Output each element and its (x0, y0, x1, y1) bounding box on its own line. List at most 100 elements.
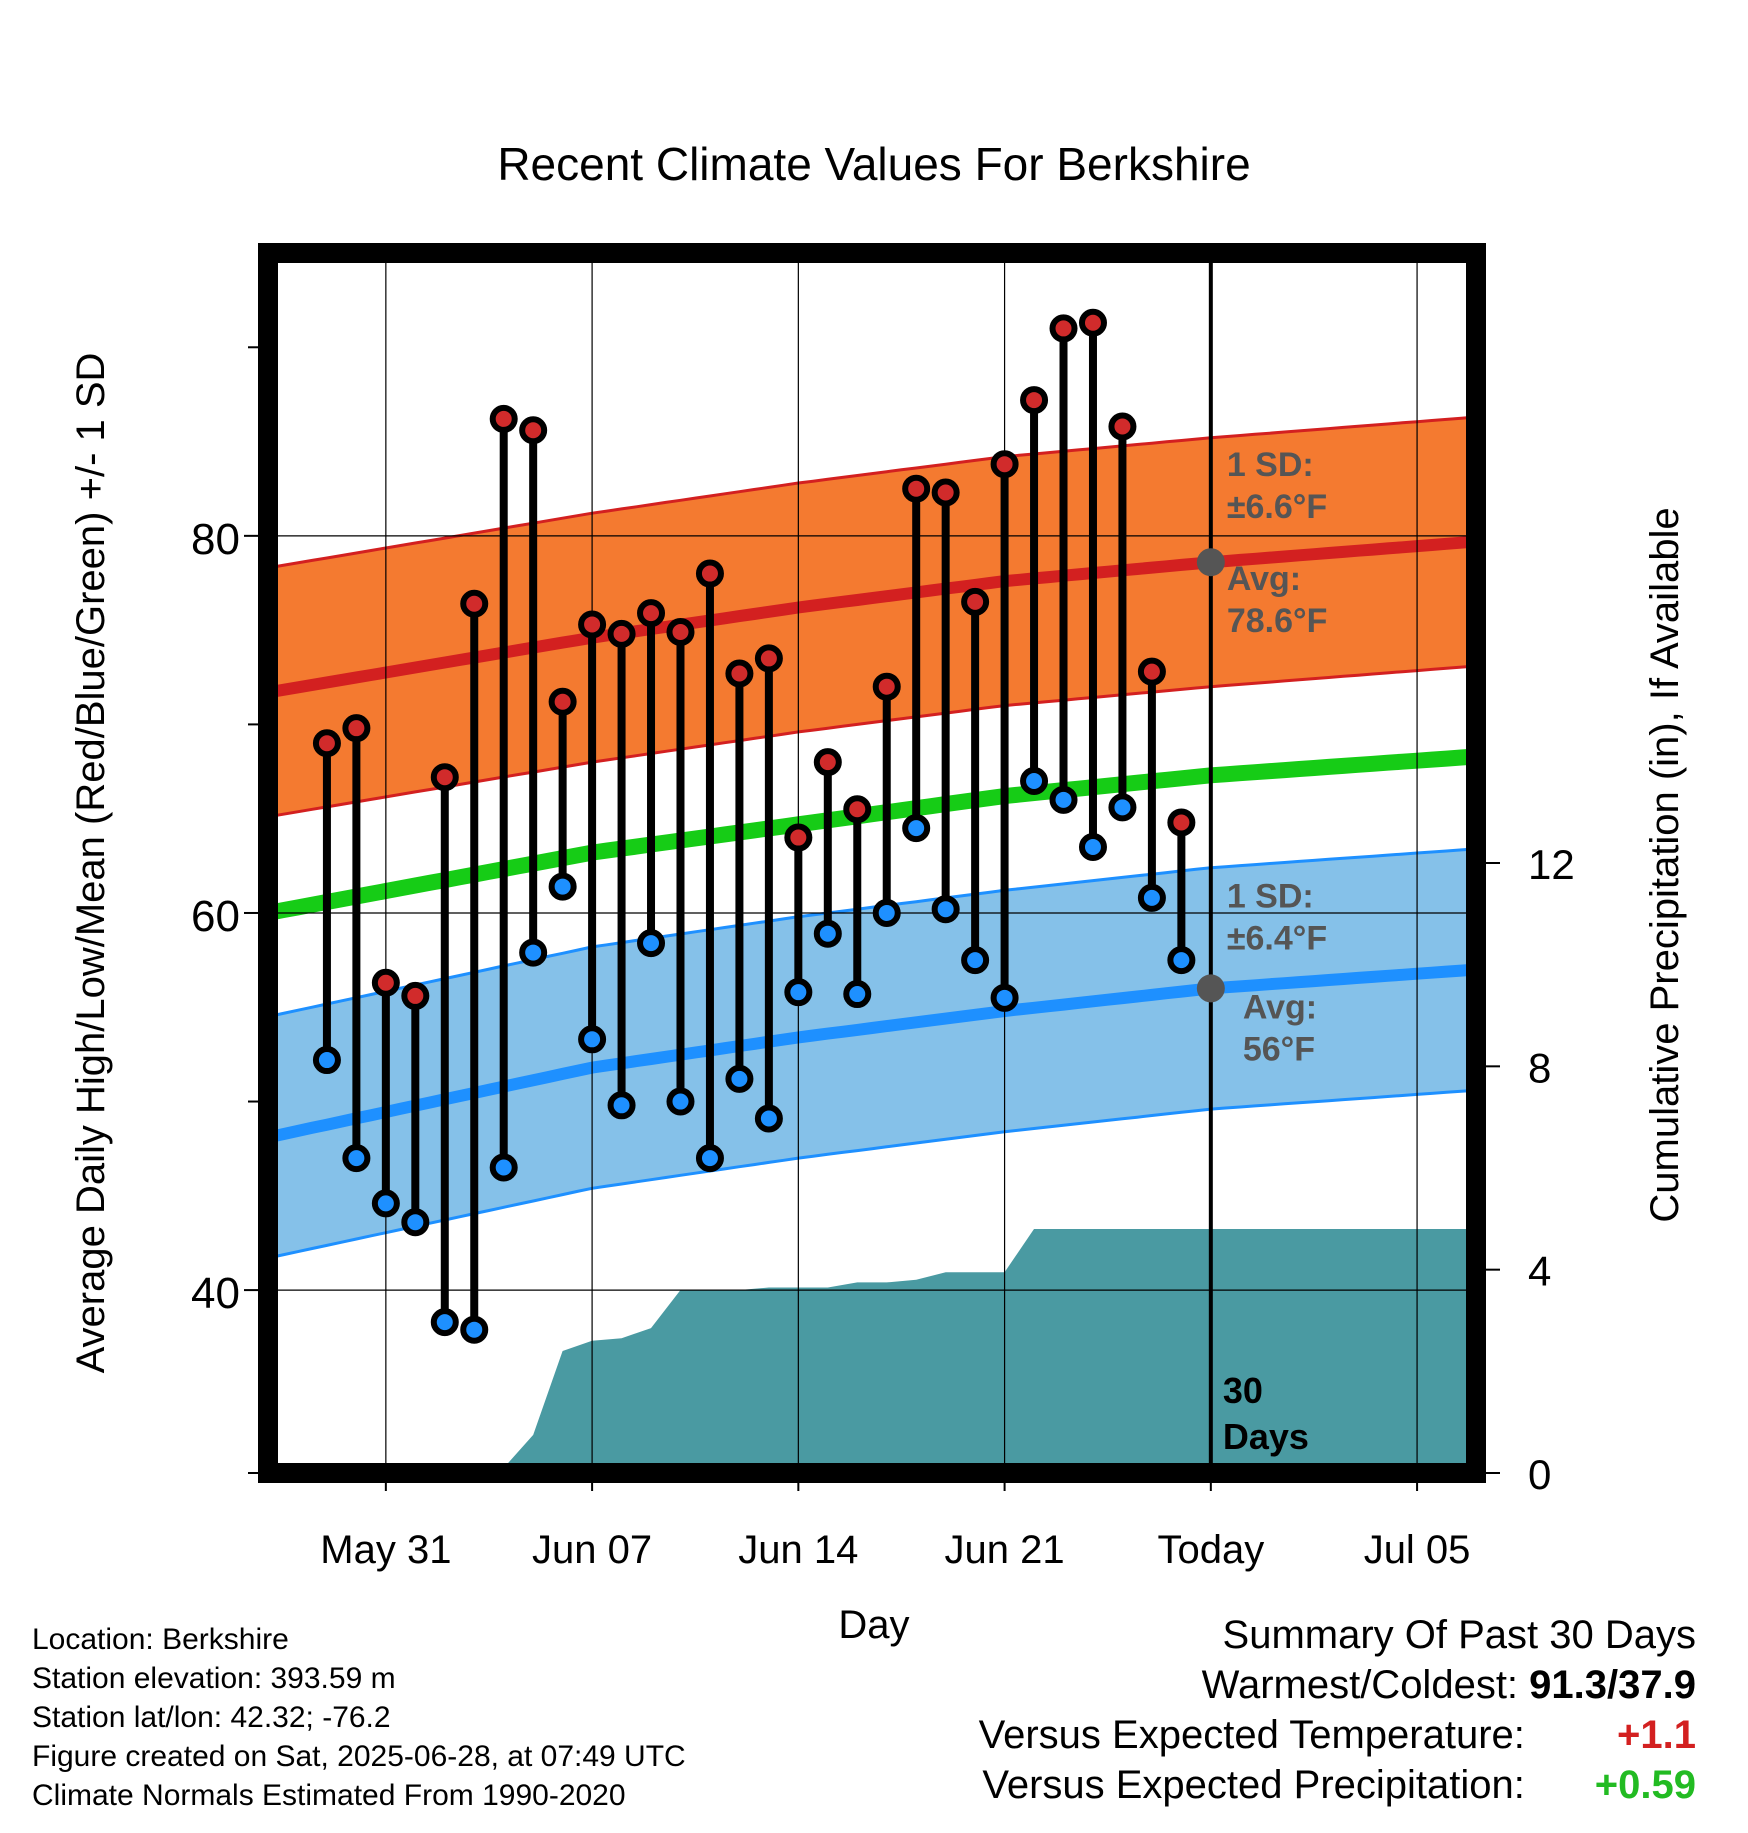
daily-high-point (784, 823, 813, 852)
daily-low-point (1049, 785, 1078, 814)
x-axis-label: Day (838, 1603, 909, 1647)
x-tick-label: Jun 14 (738, 1528, 858, 1572)
daily-low-point (1137, 883, 1166, 912)
summary-warm-cold-label: Warmest/Coldest: (1201, 1663, 1519, 1707)
info-location: Location: Berkshire (32, 1623, 289, 1656)
daily-high-point (902, 474, 931, 503)
low-sd-value: ±6.4°F (1227, 920, 1327, 958)
daily-low-point (489, 1153, 518, 1182)
daily-high-point (578, 610, 607, 639)
daily-high-point (872, 672, 901, 701)
x-tick-label: Today (1157, 1528, 1264, 1572)
summary-temp: Versus Expected Temperature: +1.1 (979, 1710, 1696, 1760)
summary-panel: Summary Of Past 30 Days Warmest/Coldest:… (979, 1610, 1696, 1810)
y2-tick-label: 0 (1528, 1451, 1551, 1498)
low-sd-lower-line (268, 1088, 1476, 1260)
daily-high-point (342, 714, 371, 743)
x-tick-label: Jul 05 (1364, 1528, 1471, 1572)
daily-high-point (990, 450, 1019, 479)
high-avg-value: 78.6°F (1227, 602, 1328, 640)
station-info: Location: Berkshire Station elevation: 3… (32, 1620, 686, 1815)
daily-low-point (401, 1208, 430, 1237)
summary-precip-label: Versus Expected Precipitation: (982, 1763, 1525, 1807)
daily-low-point (460, 1315, 489, 1344)
daily-high-point (1108, 412, 1137, 441)
daily-low-point (725, 1064, 754, 1093)
y-tick-label: 80 (191, 515, 240, 564)
daily-high-point (1137, 657, 1166, 686)
daily-high-point (931, 478, 960, 507)
daily-low-point (813, 919, 842, 948)
daily-low-point (342, 1144, 371, 1173)
daily-high-point (1020, 386, 1049, 415)
daily-low-point (430, 1308, 459, 1337)
daily-high-point (666, 618, 695, 647)
low-avg-line (268, 963, 1476, 1144)
mean-avg-line (268, 748, 1476, 921)
daily-low-point (666, 1087, 695, 1116)
daily-low-point (1078, 832, 1107, 861)
daily-high-point (519, 416, 548, 445)
daily-high-point (754, 644, 783, 673)
summary-warm-cold: Warmest/Coldest: 91.3/37.9 (979, 1660, 1696, 1710)
daily-low-point (312, 1046, 341, 1075)
y2-axis-label: Cumulative Precipitation (in), If Availa… (1643, 507, 1687, 1222)
low-avg-label: Avg: (1243, 988, 1317, 1026)
summary-temp-label: Versus Expected Temperature: (978, 1713, 1525, 1757)
high-sd-label: 1 SD: (1227, 446, 1314, 484)
summary-warm-cold-value: 91.3/37.9 (1529, 1663, 1696, 1707)
summary-precip: Versus Expected Precipitation: +0.59 (979, 1760, 1696, 1810)
daily-high-point (548, 687, 577, 716)
daily-low-point (1020, 766, 1049, 795)
daily-low-point (961, 946, 990, 975)
info-created: Figure created on Sat, 2025-06-28, at 07… (32, 1740, 686, 1773)
daily-low-point (637, 929, 666, 958)
daily-low-point (578, 1025, 607, 1054)
y-tick-label: 60 (191, 892, 240, 941)
daily-low-point (1108, 793, 1137, 822)
summary-temp-value: +1.1 (1617, 1713, 1696, 1757)
low-avg-value: 56°F (1243, 1030, 1315, 1068)
daily-low-point (931, 895, 960, 924)
x-tick-label: Jun 21 (945, 1528, 1065, 1572)
daily-high-point (725, 659, 754, 688)
daily-low-point (548, 872, 577, 901)
y-tick-label: 40 (191, 1269, 240, 1318)
daily-high-point (430, 763, 459, 792)
chart-title: Recent Climate Values For Berkshire (497, 138, 1250, 190)
daily-low-point (902, 814, 931, 843)
window-count-label: 30 (1223, 1370, 1263, 1411)
daily-high-point (607, 619, 636, 648)
x-tick-label: May 31 (320, 1528, 451, 1572)
x-tick-label: Jun 07 (532, 1528, 652, 1572)
daily-high-point (489, 404, 518, 433)
daily-high-point (637, 599, 666, 628)
info-normals: Climate Normals Estimated From 1990-2020 (32, 1779, 626, 1812)
high-sd-value: ±6.6°F (1227, 488, 1327, 526)
daily-high-point (1049, 314, 1078, 343)
daily-low-point (519, 938, 548, 967)
today-low-avg-point (1196, 974, 1225, 1003)
today-high-avg-point (1196, 548, 1225, 577)
daily-low-point (784, 978, 813, 1007)
daily-high-point (401, 981, 430, 1010)
daily-high-point (460, 589, 489, 618)
low-sd-upper-line (268, 847, 1476, 1019)
daily-high-point (843, 795, 872, 824)
daily-low-point (371, 1189, 400, 1218)
daily-high-point (371, 968, 400, 997)
daily-low-point (754, 1104, 783, 1133)
daily-high-point (961, 587, 990, 616)
y-axis-label: Average Daily High/Low/Mean (Red/Blue/Gr… (69, 353, 113, 1374)
y2-tick-label: 4 (1528, 1248, 1551, 1295)
plot-frame (258, 243, 1486, 1483)
window-unit-label: Days (1223, 1416, 1309, 1457)
high-sd-lower-line (268, 664, 1476, 819)
summary-title: Summary Of Past 30 Days (1222, 1613, 1696, 1657)
daily-high-point (1167, 808, 1196, 837)
daily-low-point (1167, 946, 1196, 975)
summary-precip-value: +0.59 (1594, 1763, 1696, 1807)
daily-high-point (813, 748, 842, 777)
